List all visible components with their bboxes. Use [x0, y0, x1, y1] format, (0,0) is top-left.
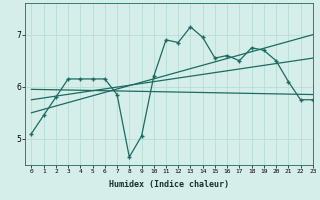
- X-axis label: Humidex (Indice chaleur): Humidex (Indice chaleur): [109, 180, 229, 189]
